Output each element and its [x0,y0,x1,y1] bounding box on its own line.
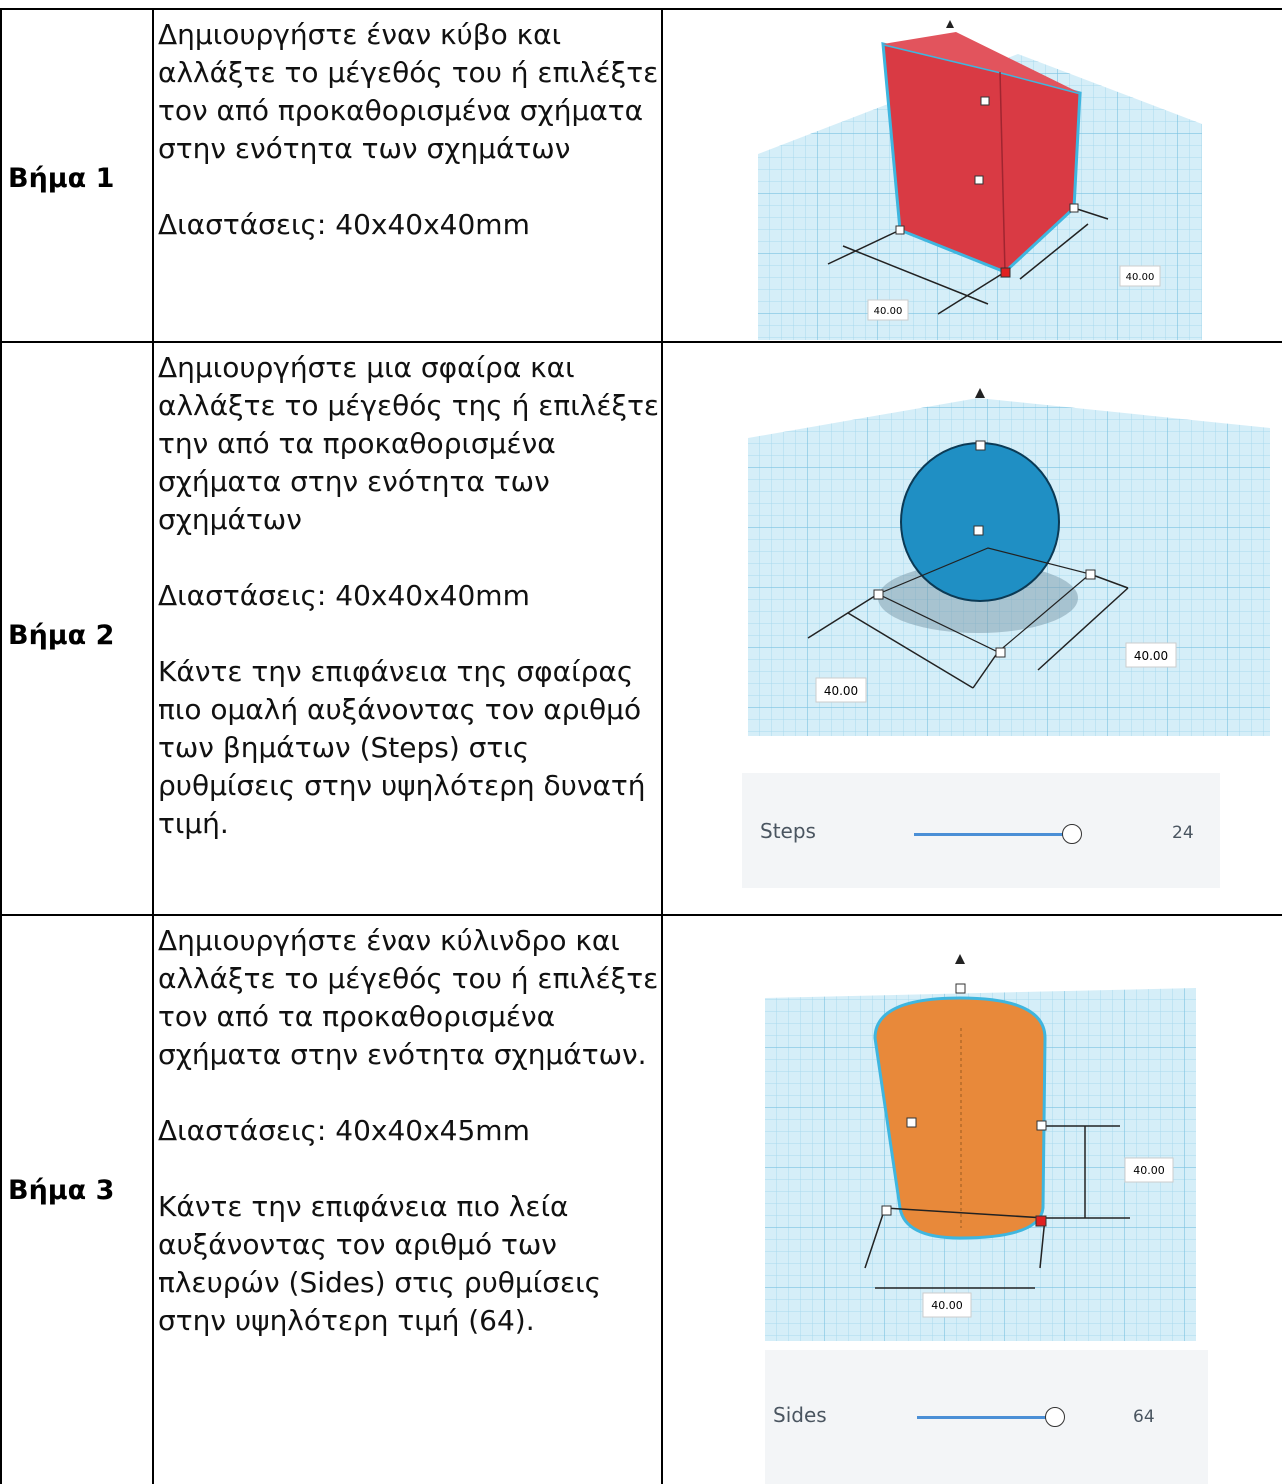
dimension-label: 40.00 [1134,649,1168,663]
step-label: Βήμα 2 [8,620,115,651]
sphere-image: 40.00 40.00 [748,348,1270,736]
dimension-label: 40.00 [931,1299,963,1312]
paragraph: Δημιουργήστε έναν κύλινδρο και αλλάξτε τ… [158,924,659,1071]
slider-label: Steps [760,819,816,843]
paragraph: Δημιουργήστε έναν κύβο και αλλάξτε το μέ… [158,18,659,165]
paragraph: Διαστάσεις: 40x40x45mm [158,1114,530,1147]
steps-slider: Steps 24 [742,773,1220,888]
dimension-label: 40.00 [1133,1164,1165,1177]
dimension-label: 40.00 [1126,272,1155,283]
cube-image: 40.00 40.00 [758,14,1202,340]
slider-value: 64 [1133,1407,1155,1427]
step-label: Βήμα 3 [8,1175,115,1206]
slider-value: 24 [1172,823,1194,843]
dimension-label: 40.00 [874,306,903,317]
paragraph: Διαστάσεις: 40x40x40mm [158,208,530,241]
step-text: Δημιουργήστε έναν κύβο και αλλάξτε το μέ… [158,16,662,282]
sides-slider: Sides 64 [765,1350,1208,1484]
cylinder-image: 40.00 40.00 [765,928,1196,1341]
slider-label: Sides [773,1403,827,1427]
step-text: Δημιουργήστε μια σφαίρα και αλλάξτε το μ… [158,349,662,881]
step-label: Βήμα 1 [8,163,115,194]
paragraph: Κάντε την επιφάνεια της σφαίρας πιο ομαλ… [158,655,646,840]
paragraph: Δημιουργήστε μια σφαίρα και αλλάξτε το μ… [158,351,660,536]
paragraph: Διαστάσεις: 40x40x40mm [158,579,530,612]
paragraph: Κάντε την επιφάνεια πιο λεία αυξάνοντας … [158,1190,602,1337]
step-text: Δημιουργήστε έναν κύλινδρο και αλλάξτε τ… [158,922,662,1378]
dimension-label: 40.00 [824,684,858,698]
